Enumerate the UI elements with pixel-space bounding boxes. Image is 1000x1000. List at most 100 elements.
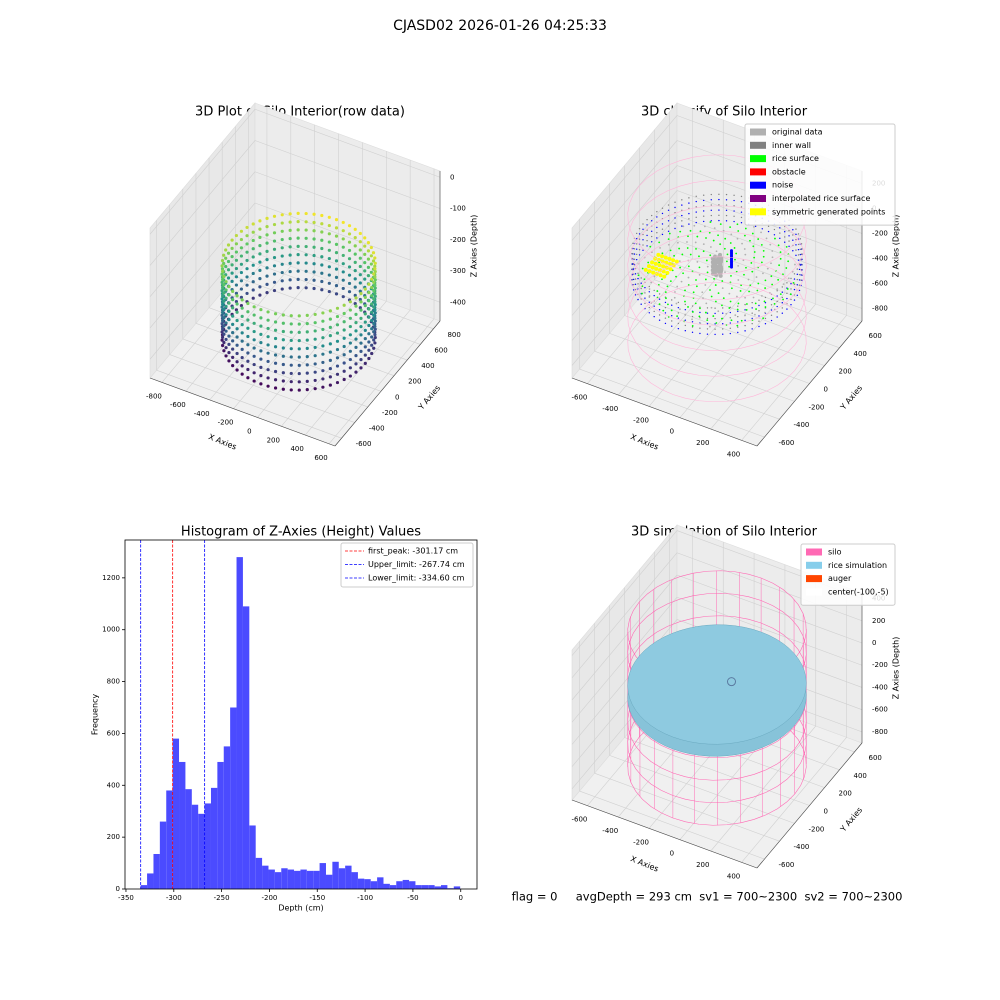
point — [702, 204, 705, 207]
axis-line — [571, 799, 758, 869]
point — [273, 378, 278, 382]
point — [695, 247, 697, 250]
point — [659, 247, 661, 249]
point — [631, 278, 634, 281]
point — [637, 283, 639, 285]
point — [373, 341, 377, 345]
point — [347, 273, 352, 277]
point — [363, 252, 367, 256]
point — [667, 220, 670, 222]
legend-swatch — [750, 155, 766, 163]
point — [296, 220, 300, 224]
point — [358, 306, 362, 310]
point — [684, 324, 687, 327]
point — [363, 312, 367, 316]
point — [770, 298, 773, 301]
point — [779, 293, 782, 296]
point — [661, 278, 663, 281]
bar — [306, 870, 314, 889]
point — [689, 229, 692, 232]
point — [220, 264, 224, 268]
grid-line — [571, 574, 678, 701]
point — [671, 325, 673, 327]
point — [289, 355, 293, 359]
point — [239, 279, 244, 283]
footer: flag = 0 avgDepth = 293 cm sv1 = 700~230… — [512, 890, 903, 904]
point — [773, 228, 776, 231]
bar — [210, 787, 218, 889]
point — [650, 260, 655, 265]
point — [695, 216, 697, 219]
point — [289, 388, 293, 392]
point — [642, 223, 644, 225]
point — [289, 338, 293, 343]
point — [251, 288, 255, 292]
point — [740, 319, 743, 322]
point — [800, 263, 802, 266]
point — [373, 256, 377, 260]
legend-swatch — [806, 588, 822, 596]
point — [359, 366, 363, 370]
point — [669, 280, 672, 283]
point — [296, 269, 300, 273]
point — [366, 265, 371, 269]
point — [373, 333, 377, 337]
point — [239, 237, 244, 242]
point — [342, 311, 346, 316]
point — [297, 330, 301, 334]
point — [226, 243, 231, 247]
point — [230, 279, 234, 283]
point — [676, 285, 679, 288]
point — [677, 241, 679, 244]
point — [722, 333, 724, 335]
point — [790, 298, 792, 301]
point — [251, 280, 255, 284]
grid-line — [571, 115, 678, 241]
point — [795, 249, 797, 251]
point — [751, 270, 754, 273]
point — [227, 351, 231, 355]
point — [342, 377, 346, 382]
point — [704, 278, 707, 281]
point — [320, 255, 324, 259]
point — [653, 305, 655, 307]
point — [220, 330, 224, 334]
point — [653, 315, 655, 318]
point — [787, 277, 790, 280]
bar — [325, 874, 333, 889]
point — [226, 276, 231, 280]
point — [259, 332, 263, 336]
point — [354, 370, 358, 374]
point — [694, 241, 697, 244]
z-tick-label: -200 — [450, 236, 466, 244]
legend-label: Upper_limit: -267.74 cm — [368, 560, 465, 569]
y-tick-label: -200 — [809, 825, 825, 833]
point — [320, 213, 324, 218]
point — [321, 377, 325, 381]
point — [653, 261, 658, 266]
point — [342, 328, 346, 332]
point — [666, 285, 669, 288]
bar — [172, 738, 180, 889]
point — [710, 193, 712, 196]
point — [764, 306, 767, 308]
point — [765, 237, 768, 240]
grid-line — [281, 301, 387, 427]
point — [281, 346, 285, 350]
point — [251, 247, 255, 251]
point — [795, 228, 797, 230]
point — [751, 328, 753, 330]
point — [367, 340, 371, 344]
point — [313, 329, 317, 333]
point — [353, 227, 357, 231]
y-tick-label: 1000 — [102, 626, 120, 634]
point — [373, 308, 377, 312]
point — [320, 263, 324, 267]
point — [656, 252, 661, 257]
point — [224, 313, 228, 317]
point — [637, 277, 639, 280]
point — [239, 303, 244, 308]
point — [359, 316, 363, 321]
grid-line — [254, 171, 441, 241]
point — [710, 204, 712, 206]
